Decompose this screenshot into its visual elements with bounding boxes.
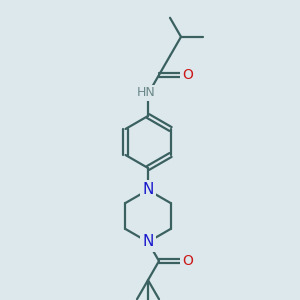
Text: O: O <box>183 254 194 268</box>
Text: N: N <box>142 235 154 250</box>
Text: O: O <box>183 68 194 82</box>
Text: N: N <box>142 182 154 197</box>
Text: HN: HN <box>136 86 155 100</box>
